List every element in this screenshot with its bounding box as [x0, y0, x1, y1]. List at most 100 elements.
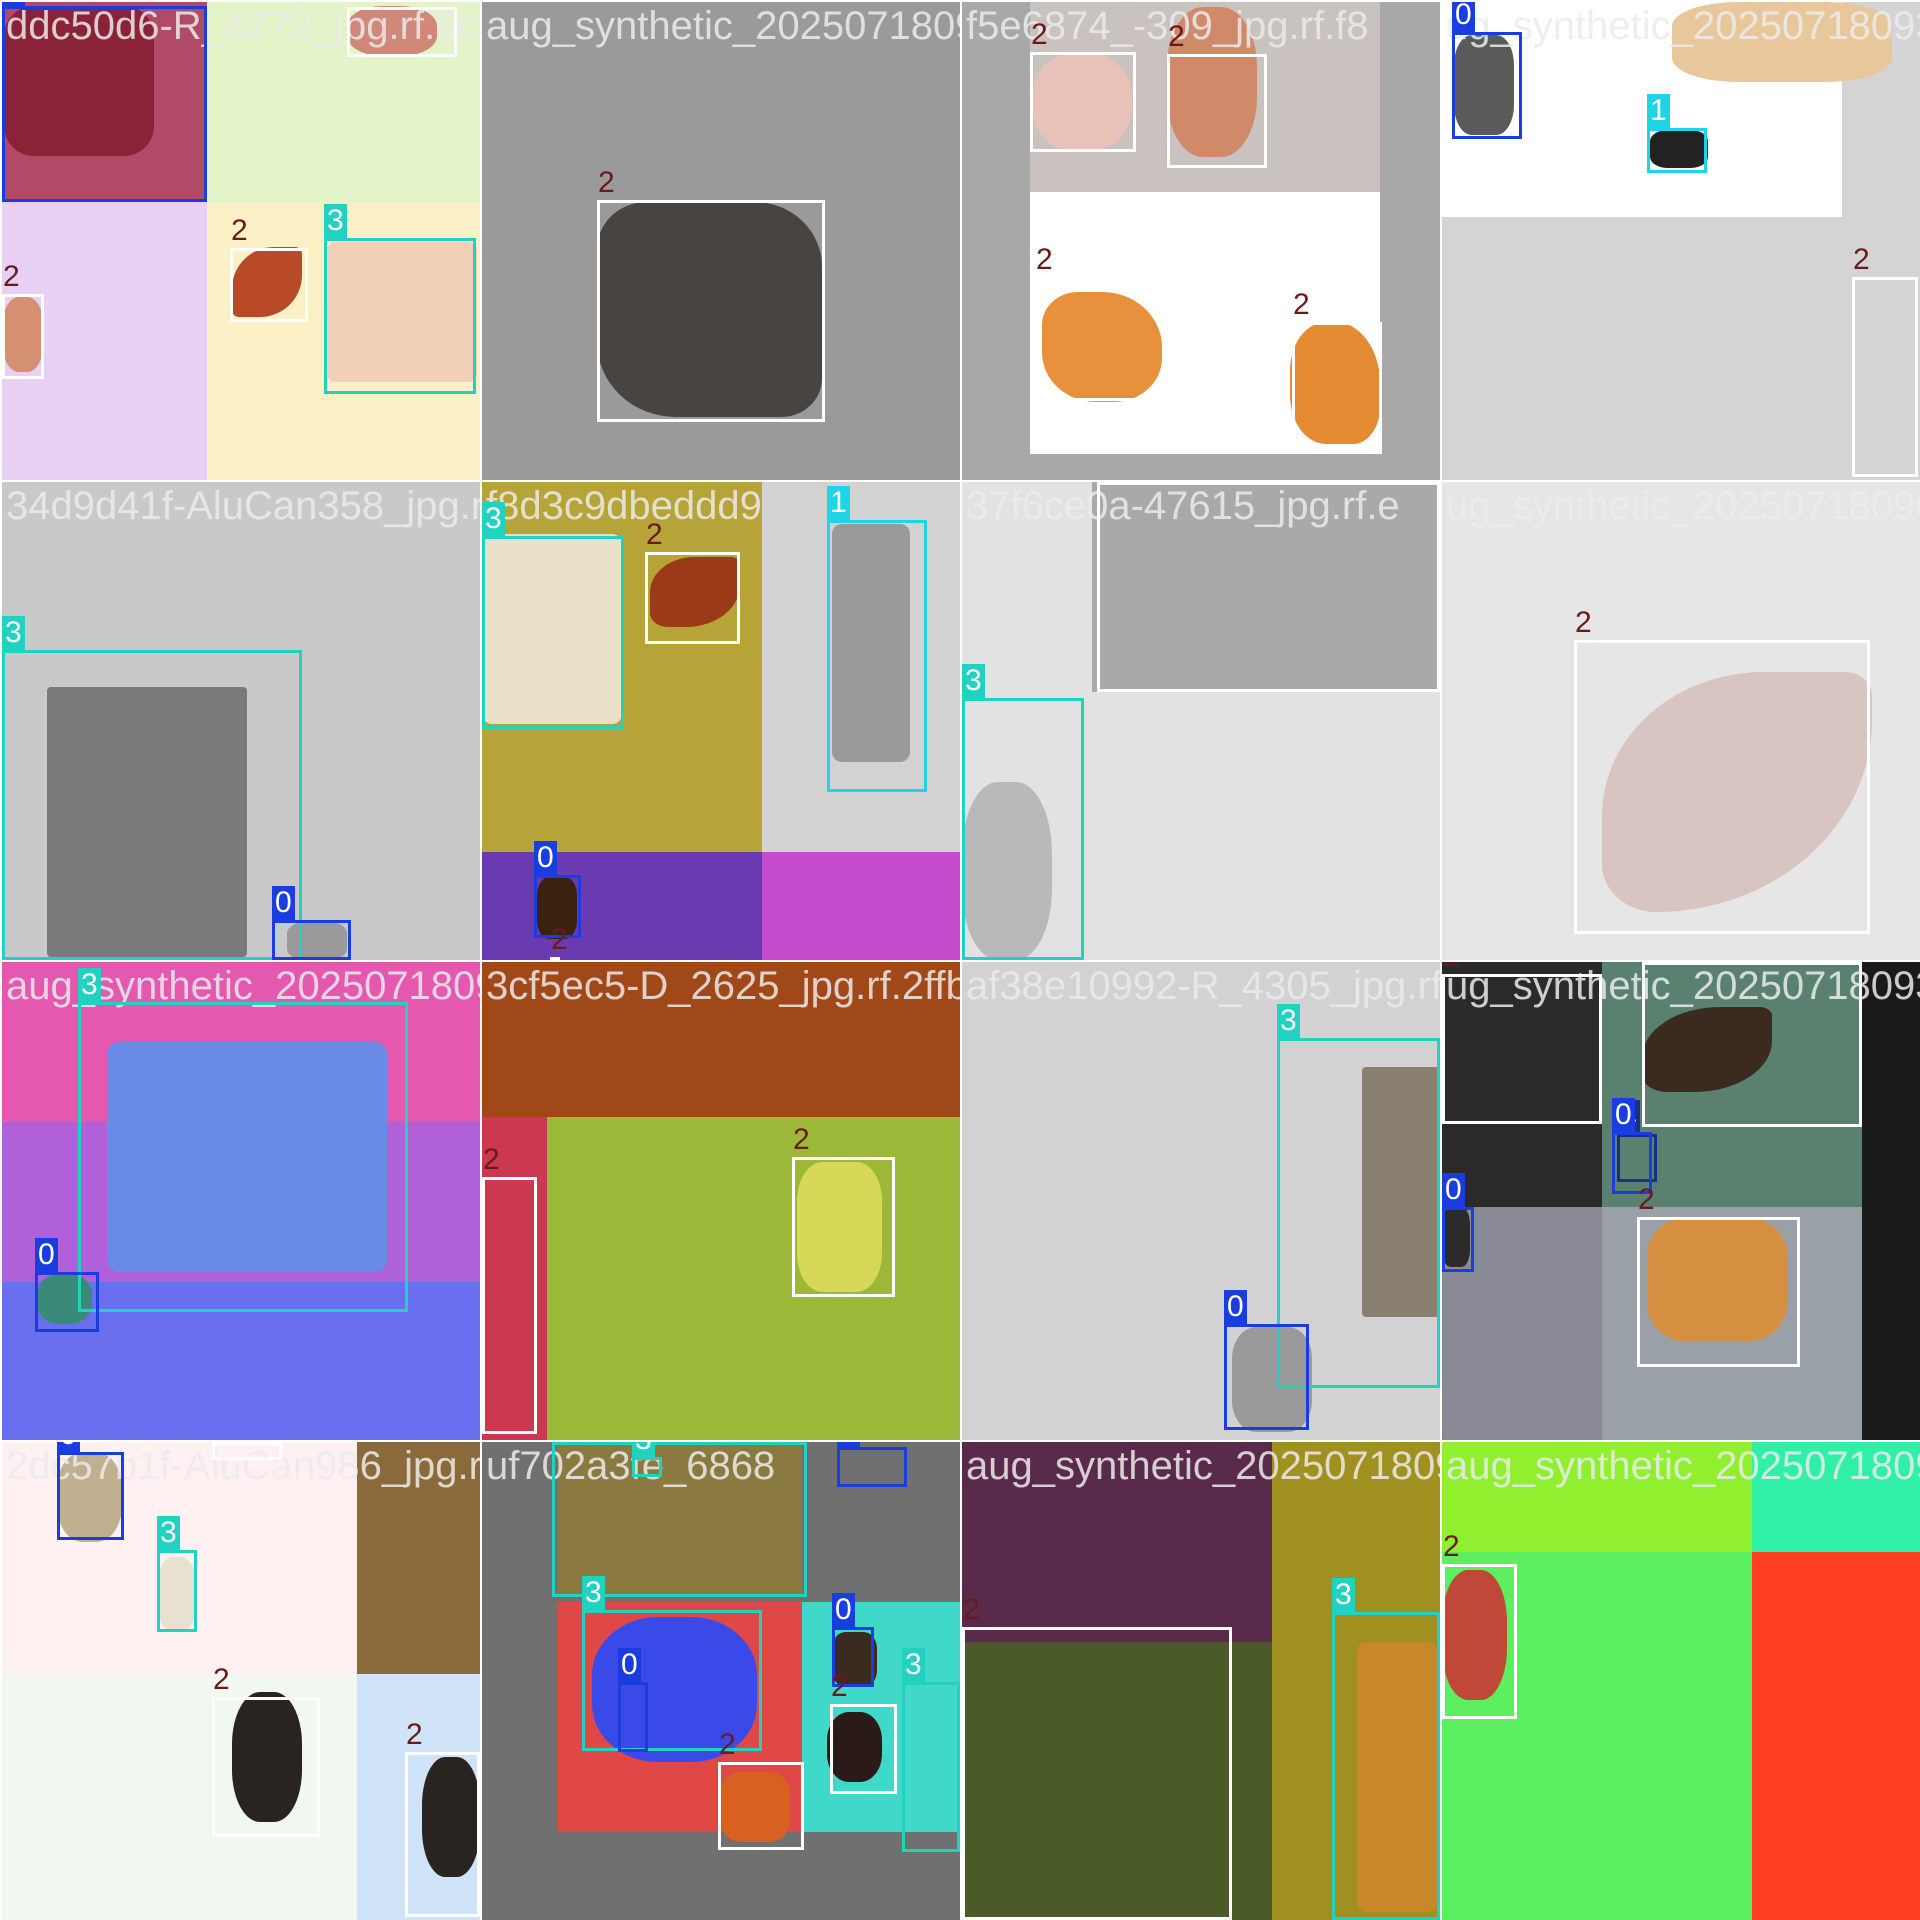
tile-filename: ug_synthetic_20250718096: [1446, 484, 1920, 528]
mosaic-tile: 2dc57b1f-AluCan986_jpg.rf.d03222: [2, 1442, 480, 1920]
peel-photo: [557, 1442, 802, 1597]
white-bag-object: [482, 534, 622, 724]
bounding-box-class-2: 2: [1852, 243, 1918, 477]
aqua-band: [1752, 1442, 1920, 1552]
mosaic-tile: af38e10992-R_4305_jpg.rf.9ae3 0: [962, 962, 1440, 1440]
red-orange-region: [1752, 1552, 1920, 1920]
bounding-box-class-3: 3: [2, 616, 302, 960]
photo-strip: [1092, 482, 1440, 692]
magazine-object: [1362, 1067, 1440, 1317]
mosaic-tile: uf702a3fe_6868330022303: [482, 1442, 960, 1920]
can-object: [37, 1274, 92, 1324]
bounding-box-class-2: 2: [1642, 962, 1862, 1127]
mosaic-tile: ug_synthetic_20250718093 0 1 2: [1442, 2, 1920, 480]
mosaic-tile: f5e6874_-309_jpg.rf.f8 2 2 2 2: [962, 2, 1440, 480]
class-label: 2: [598, 166, 615, 199]
bounding-box-class-2: 2: [597, 166, 825, 422]
bounding-box-class-1: 1: [1647, 94, 1707, 173]
tile-filename: 34d9d41f-AluCan358_jpg.rf.2: [6, 484, 480, 528]
dark-object: [827, 1712, 882, 1782]
bounding-box-class-0: 0: [1442, 1173, 1474, 1272]
tin-can-object: [832, 524, 910, 762]
mosaic-tile: aug_synthetic_20250718093 2: [1442, 1442, 1920, 1920]
class-label: 3: [1332, 1578, 1355, 1612]
peel-object: [347, 6, 437, 56]
class-label: 1: [1647, 94, 1670, 128]
bounding-box-class-2: 2: [347, 2, 457, 57]
peel-object: [962, 782, 1052, 960]
bounding-box-class-3: 3: [582, 1576, 762, 1751]
bounding-box-class-2: 2: [1292, 288, 1382, 454]
class-label: 3: [1277, 1004, 1300, 1038]
bounding-box-class-0: 0: [1452, 2, 1522, 139]
bounding-box-class-2: 2: [645, 518, 740, 644]
bounding-box-class-2: 2: [212, 1442, 282, 1460]
plastic-bag-object: [107, 1042, 387, 1272]
peel-object: [1290, 322, 1380, 444]
peel-object: [2, 297, 44, 372]
dark-object: [1650, 130, 1708, 168]
lime-band: [1442, 1442, 1752, 1552]
olive-region: [962, 1642, 1272, 1920]
mosaic-tile: 34d9d41f-AluCan358_jpg.rf.2 3 0: [2, 482, 480, 960]
class-label: 2: [213, 1663, 230, 1696]
class-label: 0: [832, 1593, 855, 1627]
class-label: 2: [483, 1143, 500, 1176]
bounding-box-class-2: 2: [1574, 606, 1870, 934]
plaid-photo: [357, 1442, 480, 1674]
class-label: 2: [1036, 243, 1053, 276]
bounding-box-class-2: 2: [1035, 243, 1178, 401]
bounding-box-class-0: 0: [2, 2, 207, 202]
class-label: 0: [1224, 1290, 1247, 1324]
class-label: 0: [35, 1238, 58, 1272]
mosaic-tile: ddc50d6-R_4272_jpg.rf.6cba02223: [2, 2, 480, 480]
class-label: 2: [646, 518, 663, 551]
mosaic-tile: 37f6ce0a-47615_jpg.rf.e32: [962, 482, 1440, 960]
peel-object: [1442, 1570, 1507, 1700]
peel-object: [1042, 292, 1162, 402]
bounding-box-class-1: 1: [827, 486, 927, 792]
bounding-box-class-0: 0: [35, 1238, 99, 1332]
bounding-box-class-3: 3: [962, 664, 1084, 960]
bounding-box-class-2: 2: [1167, 20, 1267, 168]
class-label: 3: [902, 1648, 925, 1682]
tile-filename: aug_synthetic_20250718093: [486, 4, 960, 48]
bounding-box-class-2: 2: [1030, 18, 1136, 152]
bounding-box-class-0: 0: [1224, 1290, 1309, 1430]
bounding-box-class-2: 2: [482, 1143, 537, 1434]
bounding-box-class-2: 2: [1442, 962, 1602, 1124]
class-label: 3: [582, 1576, 605, 1610]
bounding-box-class-2: 2: [405, 1718, 480, 1917]
bounding-box-class-0: 0: [832, 1593, 874, 1687]
peel-object: [1032, 52, 1132, 152]
bag-object: [1357, 1642, 1437, 1912]
class-label: 0: [2, 2, 25, 6]
class-label: 3: [78, 968, 101, 1002]
class-label: 3: [482, 502, 505, 536]
bounding-box-class-2: 2: [1442, 1530, 1517, 1719]
magazine-object: [47, 687, 247, 957]
carrot-photo: [482, 962, 960, 1117]
orange-object: [720, 1772, 790, 1842]
bag-object: [157, 1557, 197, 1632]
bounding-box-class-0: 0: [837, 1442, 907, 1487]
class-label: 2: [231, 214, 248, 247]
bounding-box-class-2: 2: [830, 1670, 897, 1794]
bounding-box-class-2: 2: [1637, 1183, 1800, 1367]
class-label: 2: [1031, 18, 1048, 51]
bounding-box-class-0: 0: [534, 841, 581, 938]
dark-photo: [1442, 962, 1602, 1207]
bounding-box-class-3: 3: [632, 1442, 662, 1477]
bounding-box-class-2: 2: [1097, 482, 1440, 692]
green-gradient: [547, 1117, 960, 1440]
class-label: 0: [618, 1648, 641, 1682]
class-label: 0: [837, 1442, 860, 1447]
class-label: 0: [1452, 2, 1475, 32]
bounding-box-class-0: 0: [618, 1648, 648, 1752]
class-label: 2: [719, 1728, 736, 1761]
bounding-box-class-3: 3: [552, 1442, 807, 1597]
mosaic-tile: aug_synthetic_20250718093 2: [482, 2, 960, 480]
bounding-box-class-3: 3: [1332, 1578, 1440, 1920]
class-label: 2: [3, 260, 20, 293]
